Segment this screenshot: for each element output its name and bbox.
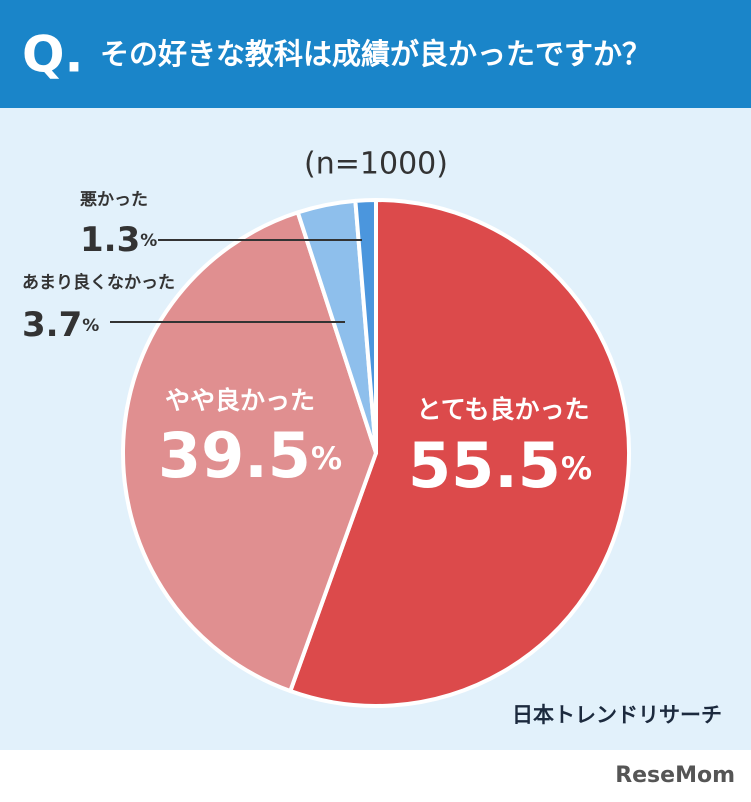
source: 日本トレンドリサーチ [512, 703, 722, 727]
labels: とても良かった 55.5% やや良かった 39.5% あまり良くなかった 3.7% 悪かった… [22, 190, 592, 502]
value-unit: % [82, 316, 99, 336]
header-bar [0, 0, 751, 108]
value-label: 55.5% [408, 429, 592, 502]
value-number: 3.7 [22, 305, 82, 345]
category-label: とても良かった [416, 395, 589, 424]
pie-slice [288, 198, 631, 708]
pie-slice [353, 198, 378, 455]
value-number: 39.5 [158, 419, 311, 492]
pie [121, 198, 631, 708]
value-unit: % [561, 451, 592, 487]
chart-subtitle: (n=1000) [304, 147, 448, 182]
value-label: 39.5% [158, 419, 342, 492]
value-label: 3.7% [22, 305, 99, 345]
value-label: 1.3% [80, 220, 157, 260]
pie-slice [121, 210, 378, 694]
question-label: Q. [22, 26, 84, 84]
value-number: 1.3 [80, 220, 140, 260]
value-unit: % [311, 441, 342, 477]
chart-title: その好きな教科は成績が良かったですか？ [100, 37, 651, 71]
category-label: 悪かった [80, 190, 148, 210]
category-label: あまり良くなかった [22, 272, 175, 293]
value-number: 55.5 [408, 429, 561, 502]
logo: ReseMom [615, 763, 735, 788]
category-label: やや良かった [165, 386, 315, 415]
value-unit: % [140, 231, 157, 251]
